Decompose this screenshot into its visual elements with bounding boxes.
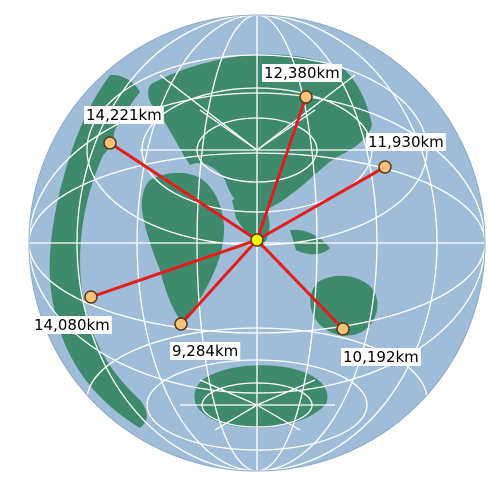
distance-label-text: 12,380km bbox=[264, 64, 340, 82]
route-line-southeast bbox=[255, 238, 345, 331]
route-line-northwest bbox=[109, 141, 258, 242]
land-sea-islands bbox=[290, 229, 330, 255]
distance-label-text: 14,080km bbox=[34, 316, 110, 334]
distance-label-text: 10,192km bbox=[343, 348, 419, 366]
distance-label-background bbox=[170, 342, 241, 360]
distance-label-north: 12,380km bbox=[262, 64, 342, 82]
distance-labels: 12,380km 14,221km 11,930km 14,080km 9,284km 1… bbox=[32, 64, 446, 366]
destination-marker-north[interactable] bbox=[299, 90, 313, 104]
destination-marker-west[interactable] bbox=[84, 290, 98, 304]
destination-marker-northeast[interactable] bbox=[378, 160, 392, 174]
globe-rim bbox=[28, 14, 486, 472]
destination-marker-southeast[interactable] bbox=[336, 322, 350, 336]
route-lines bbox=[90, 96, 386, 331]
distance-label-southwest: 9,284km bbox=[170, 342, 241, 360]
destination-marker-northwest[interactable] bbox=[103, 136, 117, 150]
land-africa bbox=[141, 172, 225, 322]
destination-markers bbox=[84, 90, 392, 336]
land-antarctica bbox=[194, 365, 328, 428]
distance-label-text: 14,221km bbox=[86, 106, 162, 124]
distance-label-southeast: 10,192km bbox=[341, 348, 421, 366]
distance-label-northeast: 11,930km bbox=[366, 133, 446, 151]
distance-label-west: 14,080km bbox=[32, 316, 112, 334]
graticule-line bbox=[140, 74, 375, 151]
distance-label-background bbox=[32, 316, 112, 334]
land-americas bbox=[49, 74, 147, 428]
distance-label-text: 11,930km bbox=[368, 133, 444, 151]
distance-label-background bbox=[366, 133, 446, 151]
distance-label-text: 9,284km bbox=[172, 342, 238, 360]
route-line-west bbox=[90, 238, 258, 299]
distance-label-background bbox=[341, 348, 421, 366]
destination-marker-southwest[interactable] bbox=[174, 317, 188, 331]
graticule-line bbox=[180, 379, 335, 431]
land-australia bbox=[310, 275, 378, 336]
distance-label-background bbox=[84, 106, 164, 124]
distance-label-northwest: 14,221km bbox=[84, 106, 164, 124]
route-line-northeast bbox=[256, 165, 386, 242]
origin-marker bbox=[250, 233, 264, 247]
route-line-north bbox=[255, 96, 308, 241]
distance-label-background bbox=[262, 64, 342, 82]
route-line-southwest bbox=[179, 238, 259, 326]
